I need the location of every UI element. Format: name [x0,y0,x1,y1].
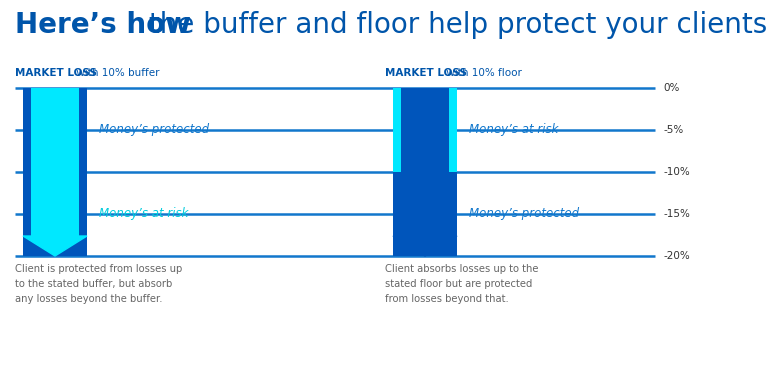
Polygon shape [23,236,87,256]
Text: -5%: -5% [663,125,684,135]
Text: with 10% floor: with 10% floor [443,68,522,78]
Text: -15%: -15% [663,209,690,219]
Text: -10%: -10% [663,167,690,177]
Text: the buffer and floor help protect your clients.: the buffer and floor help protect your c… [140,11,768,39]
Polygon shape [393,236,457,256]
Text: MARKET LOSS: MARKET LOSS [385,68,467,78]
Bar [23,88,87,256]
Bar [393,88,457,172]
Bar [401,88,449,236]
Text: Here’s how: Here’s how [15,11,191,39]
Text: -20%: -20% [663,251,690,261]
Text: Client is protected from losses up
to the stated buffer, but absorb
any losses b: Client is protected from losses up to th… [15,264,182,304]
Text: Money’s at risk: Money’s at risk [99,208,188,221]
Text: 0%: 0% [663,83,680,93]
Bar [31,88,79,236]
Text: MARKET LOSS: MARKET LOSS [15,68,97,78]
Bar [393,88,457,256]
Text: Money’s protected: Money’s protected [469,208,579,221]
Text: with 10% buffer: with 10% buffer [73,68,160,78]
Text: Client absorbs losses up to the
stated floor but are protected
from losses beyon: Client absorbs losses up to the stated f… [385,264,538,304]
Text: Money’s at risk: Money’s at risk [469,123,558,136]
Text: Money’s protected: Money’s protected [99,123,209,136]
